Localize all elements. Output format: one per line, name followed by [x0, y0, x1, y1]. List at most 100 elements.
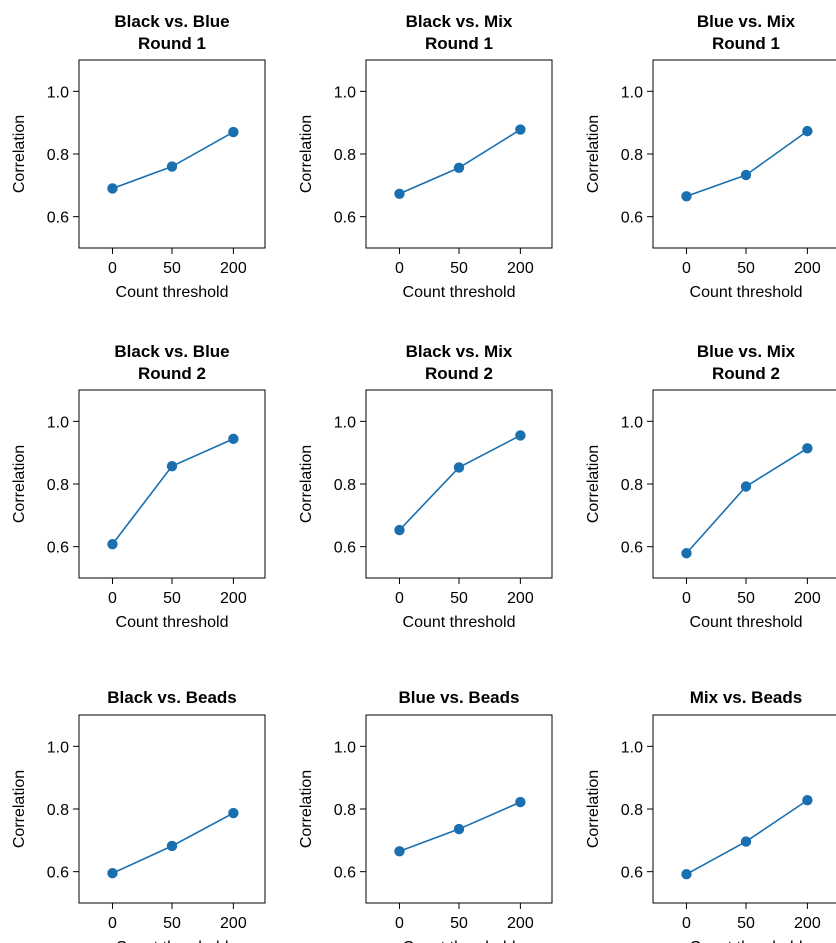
chart-title: Blue vs. Mix — [697, 342, 796, 361]
chart-panel-9: Mix vs. Beads 0.6 0.8 1.0 0 50 200 Count thresh… — [585, 688, 836, 943]
x-axis-label: Count threshold — [403, 284, 516, 301]
data-point — [228, 807, 239, 819]
y-tick-label: 0.6 — [47, 540, 69, 557]
y-tick-label: 1.0 — [621, 739, 643, 756]
x-axis-label: Count threshold — [116, 614, 229, 631]
data-point — [166, 460, 178, 472]
x-tick-label: 200 — [507, 590, 534, 607]
x-tick-label: 50 — [737, 590, 755, 607]
plot-frame — [78, 59, 266, 249]
y-tick-label: 0.8 — [47, 802, 69, 819]
y-tick-label: 1.0 — [621, 414, 643, 431]
chart-title: Blue vs. Mix — [697, 12, 796, 31]
chart-title: Round 2 — [425, 364, 493, 383]
x-tick-label: 200 — [220, 260, 247, 277]
data-point — [453, 162, 465, 173]
x-axis-label: Count threshold — [690, 614, 803, 631]
data-point — [107, 538, 118, 550]
chart-panel-4: Black vs. Blue Round 2 0.6 0.8 1.0 0 50 200 Coun… — [11, 342, 266, 631]
x-axis-label: Count threshold — [116, 939, 229, 943]
x-axis-label: Count threshold — [690, 939, 803, 943]
x-tick-label: 0 — [682, 915, 691, 932]
x-axis-label: Count threshold — [403, 939, 516, 943]
chart-panel-7: Black vs. Beads 0.6 0.8 1.0 0 50 200 Count thre… — [11, 688, 266, 943]
chart-title: Round 2 — [138, 364, 206, 383]
y-tick-label: 0.8 — [621, 802, 643, 819]
chart-title: Round 1 — [425, 34, 493, 53]
y-tick-label: 1.0 — [47, 414, 69, 431]
data-point — [802, 443, 813, 454]
chart-panel-3: Blue vs. Mix Round 1 0.6 0.8 1.0 0 50 200 Count … — [585, 12, 836, 301]
y-axis-label: Correlation — [298, 445, 315, 523]
data-point — [394, 524, 405, 536]
data-point — [740, 481, 752, 492]
x-tick-label: 50 — [450, 915, 468, 932]
data-point — [228, 126, 239, 138]
x-tick-label: 200 — [220, 915, 247, 932]
data-point — [740, 169, 752, 181]
plot-frame — [652, 59, 836, 249]
y-tick-label: 0.8 — [334, 802, 356, 819]
series-line — [112, 131, 234, 190]
x-axis-label: Count threshold — [116, 284, 229, 301]
chart-title: Black vs. Blue — [114, 342, 229, 361]
data-point — [453, 462, 465, 473]
data-point — [166, 161, 178, 172]
plot-frame — [78, 389, 266, 579]
y-axis-label: Correlation — [585, 115, 602, 193]
chart-panel-5: Black vs. Mix Round 2 0.6 0.8 1.0 0 50 200 Count… — [298, 342, 553, 631]
chart-title: Mix vs. Beads — [690, 688, 802, 707]
chart-title: Round 1 — [138, 34, 206, 53]
x-tick-label: 200 — [220, 590, 247, 607]
y-tick-label: 0.6 — [621, 540, 643, 557]
y-axis-label: Correlation — [585, 770, 602, 848]
y-tick-label: 1.0 — [621, 84, 643, 101]
y-axis-label: Correlation — [11, 770, 28, 848]
plot-frame — [652, 714, 836, 904]
x-tick-label: 200 — [507, 915, 534, 932]
y-tick-label: 0.8 — [334, 147, 356, 164]
y-tick-label: 0.6 — [621, 865, 643, 882]
data-point — [515, 430, 526, 441]
y-tick-label: 0.8 — [47, 477, 69, 494]
x-tick-label: 50 — [163, 915, 181, 932]
y-tick-label: 0.6 — [334, 865, 356, 882]
x-tick-label: 50 — [163, 590, 181, 607]
y-tick-label: 0.6 — [47, 210, 69, 227]
data-point — [107, 183, 118, 194]
y-tick-label: 0.8 — [334, 477, 356, 494]
chart-panel-1: Black vs. Blue Round 1 0.6 0.8 1.0 0 50 200 Coun… — [11, 12, 266, 301]
x-tick-label: 0 — [682, 260, 691, 277]
data-point — [681, 548, 692, 559]
data-point — [394, 846, 405, 857]
plot-frame — [78, 714, 266, 904]
y-tick-label: 0.8 — [621, 147, 643, 164]
x-tick-label: 0 — [108, 260, 117, 277]
series-line — [111, 438, 234, 545]
x-tick-label: 200 — [507, 260, 534, 277]
chart-title: Round 2 — [712, 364, 780, 383]
y-axis-label: Correlation — [11, 115, 28, 193]
x-tick-label: 50 — [737, 915, 755, 932]
data-point — [394, 188, 405, 199]
data-point — [107, 868, 118, 879]
series-line — [685, 447, 808, 554]
data-point — [453, 823, 465, 835]
x-tick-label: 0 — [395, 590, 404, 607]
series-line — [398, 434, 521, 531]
chart-title: Black vs. Mix — [406, 342, 513, 361]
y-tick-label: 0.6 — [334, 210, 356, 227]
data-point — [740, 836, 752, 847]
y-tick-label: 1.0 — [334, 739, 356, 756]
y-axis-label: Correlation — [298, 770, 315, 848]
y-tick-label: 1.0 — [334, 414, 356, 431]
y-tick-label: 0.8 — [47, 147, 69, 164]
series-line — [686, 130, 808, 198]
x-axis-label: Count threshold — [403, 614, 516, 631]
data-point — [802, 795, 813, 806]
y-tick-label: 0.6 — [334, 540, 356, 557]
y-axis-label: Correlation — [11, 445, 28, 523]
chart-panel-2: Black vs. Mix Round 1 0.6 0.8 1.0 0 50 200 Count… — [298, 12, 553, 301]
y-tick-label: 0.6 — [621, 210, 643, 227]
